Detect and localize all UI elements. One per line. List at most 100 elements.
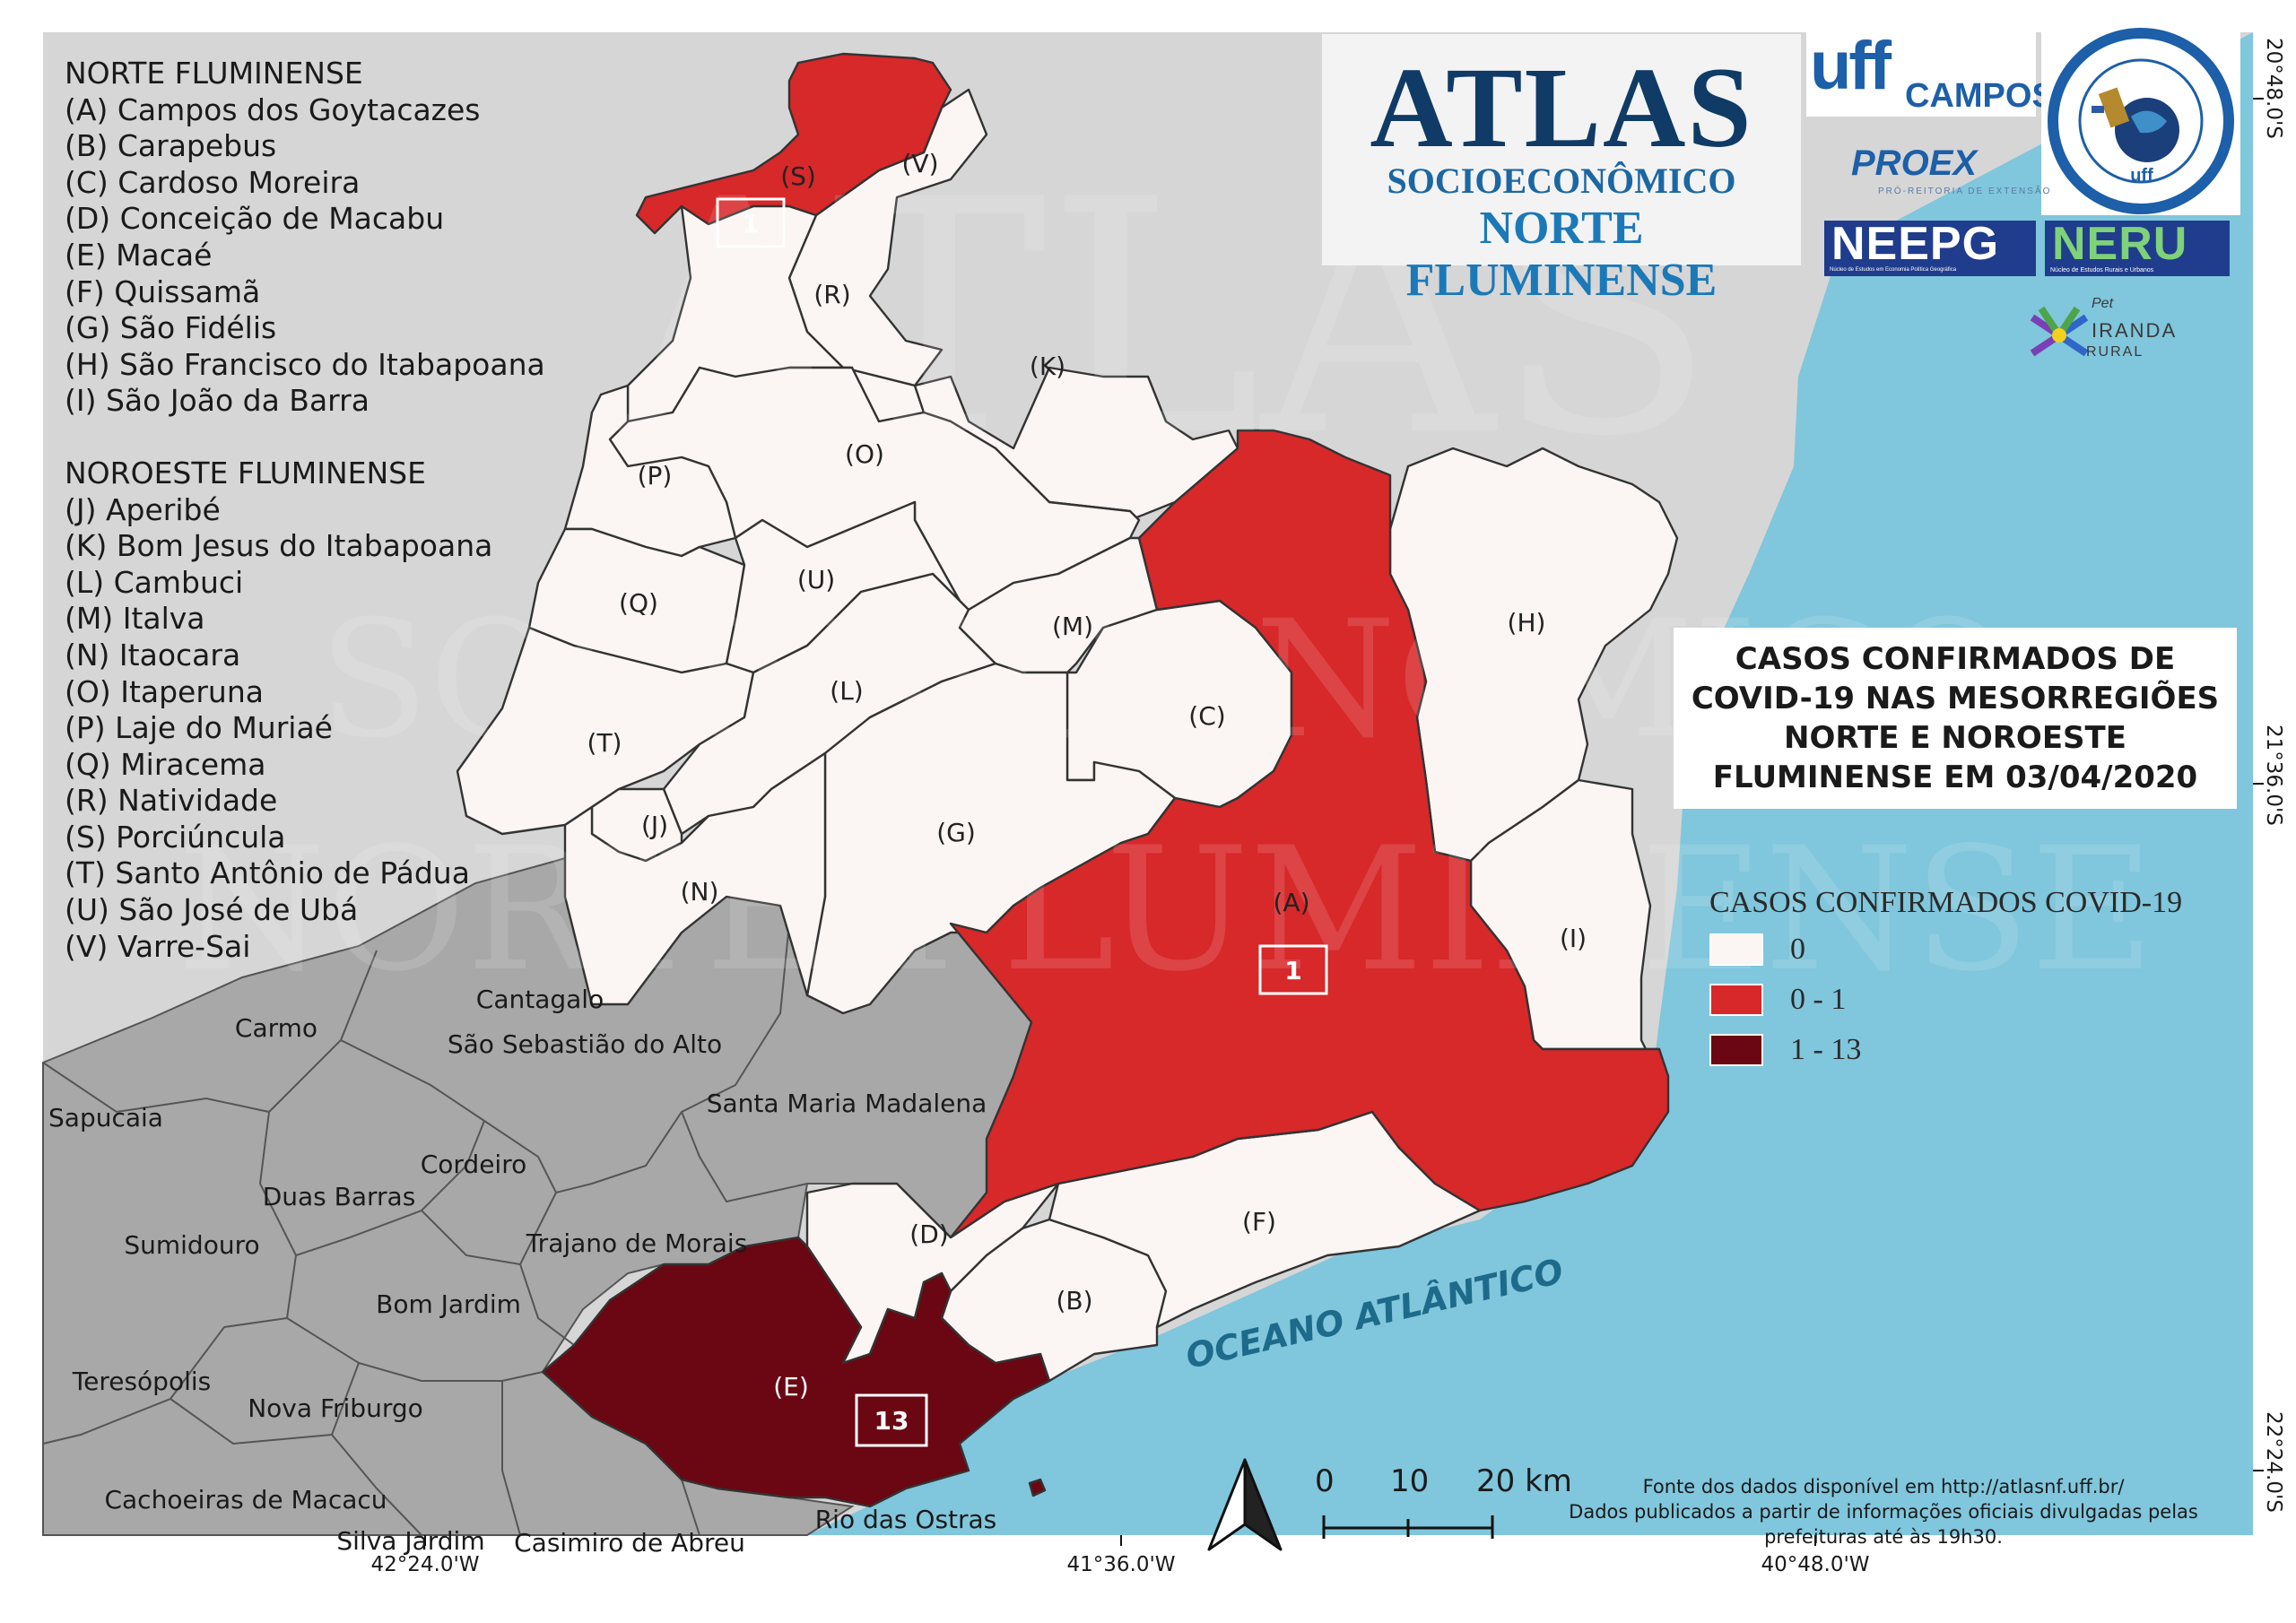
list-item: (Q) Miracema (65, 746, 266, 782)
neighbor-teresopolis: Teresópolis (72, 1367, 211, 1396)
label-E: (E) (773, 1372, 809, 1402)
proex-logo: PROEX PRÓ-REITORIA DE EXTENSÃO (1824, 136, 2049, 199)
label-V: (V) (901, 149, 938, 178)
neighbor-cantagalo: Cantagalo (476, 985, 604, 1014)
legend-label-2: 1 - 13 (1790, 1033, 1862, 1066)
neighbor-casimiro: Casimiro de Abreu (514, 1528, 745, 1558)
municipality-S (635, 52, 952, 235)
proex-subtitle: PRÓ-REITORIA DE EXTENSÃO (1878, 187, 2052, 196)
label-H: (H) (1508, 608, 1546, 638)
neepg-subtitle: Núcleo de Estudos em Economia Política G… (1830, 267, 1957, 273)
label-F: (F) (1242, 1207, 1276, 1237)
coord-right-1: 20°48.0'S (2262, 38, 2285, 139)
neighbor-cordeiro: Cordeiro (421, 1150, 527, 1179)
pet-ciranda-logo: Pet IRANDA RURAL (2023, 294, 2230, 373)
list-item: (E) Macaé (65, 237, 213, 273)
label-U: (U) (797, 565, 835, 595)
list-item: (B) Carapebus (65, 128, 277, 164)
neighbor-nova-friburgo: Nova Friburgo (248, 1393, 423, 1423)
list-item: (O) Itaperuna (65, 673, 264, 709)
coordinate-ticks (424, 98, 2264, 1546)
coord-bottom-2: 41°36.0'W (1066, 1553, 1176, 1576)
lageot-logo: uff LABORATÓRIO DE GEOTECNOLOGIAS - LAGE… (2041, 27, 2240, 215)
municipality-T (456, 626, 755, 836)
label-A: (A) (1273, 888, 1309, 917)
neighbor-carmo: Carmo (235, 1013, 317, 1043)
atlas-title: ATLAS (1370, 44, 1753, 171)
label-L: (L) (830, 676, 863, 706)
list-item: (M) Italva (65, 601, 205, 637)
legend-title: CASOS CONFIRMADOS COVID-19 (1709, 886, 2183, 919)
legend-label-0: 0 (1790, 933, 1805, 966)
coord-right-3: 22°24.0'S (2262, 1411, 2285, 1513)
map-title-box: CASOS CONFIRMADOS DE COVID-19 NAS MESORR… (1674, 628, 2237, 809)
legend-swatch-2 (1709, 1034, 1763, 1066)
neighbor-sao-sebastiao: São Sebastião do Alto (448, 1029, 722, 1059)
list-item: (J) Aperibé (65, 491, 221, 527)
noroeste-heading: NOROESTE FLUMINENSE (65, 455, 426, 490)
neepg-logo: NEEPG Núcleo de Estudos em Economia Polí… (1824, 218, 2036, 276)
lageot-uff: uff (2130, 166, 2153, 186)
neighbor-rio-das-ostras: Rio das Ostras (815, 1505, 997, 1534)
north-arrow-icon (1207, 1458, 1283, 1551)
ciranda-emblem-icon (2030, 306, 2089, 357)
label-R: (R) (813, 280, 850, 309)
watermark-line-3: NORTE FLUMINENSE (178, 811, 2155, 1009)
case-count-boxes: 1 1 13 (716, 197, 1328, 1447)
scale-bar (1322, 1515, 1494, 1539)
label-M: (M) (1052, 612, 1093, 641)
source-line-1: Fonte dos dados disponível em http://atl… (1642, 1476, 2125, 1497)
class-0-1-municipalities (635, 52, 1670, 1239)
label-J: (J) (641, 811, 668, 840)
list-item: (K) Bom Jesus do Itabapoana (65, 528, 493, 564)
neighbor-sapucaia: Sapucaia (48, 1103, 163, 1133)
case-count-E: 13 (874, 1406, 909, 1436)
label-D: (D) (909, 1219, 948, 1249)
label-K: (K) (1030, 352, 1065, 381)
neighbor-borders (42, 923, 808, 1536)
neighbor-duas-barras: Duas Barras (263, 1182, 416, 1211)
legend-label-1: 0 - 1 (1790, 983, 1847, 1016)
neighbor-labels: Carmo Cantagalo São Sebastião do Alto Sa… (48, 985, 996, 1558)
legend-swatch-1 (1709, 984, 1763, 1016)
list-item: (I) São João da Barra (65, 383, 370, 419)
class-0-municipalities (456, 88, 1679, 1383)
label-P: (P) (638, 461, 673, 490)
legend-row-1: 0 - 1 (1709, 983, 1846, 1017)
scale-label-10: 10 (1390, 1463, 1430, 1499)
rural-label: RURAL (2086, 344, 2144, 360)
neighbor-bom-jardim: Bom Jardim (376, 1289, 521, 1319)
neru-wordmark: NERU (2052, 218, 2188, 270)
list-item: (U) São José de Ubá (65, 892, 359, 928)
case-count-A: 1 (1284, 956, 1301, 985)
list-item: (A) Campos dos Goytacazes (65, 91, 481, 127)
municipality-labels: (A) (B) (C) (D) (E) (F) (G) (H) (I) (J) … (587, 149, 1587, 1402)
neepg-wordmark: NEEPG (1831, 218, 2000, 270)
list-item: (S) Porciúncula (65, 819, 286, 855)
legend-row-2: 1 - 13 (1709, 1033, 1861, 1067)
norte-heading: NORTE FLUMINENSE (65, 56, 363, 91)
legend-swatch-0 (1709, 933, 1763, 966)
label-C: (C) (1188, 701, 1225, 731)
class-1-13-municipalities (541, 1236, 1051, 1508)
neighbor-cachoeiras: Cachoeiras de Macacu (104, 1485, 387, 1515)
list-item: (F) Quissamã (65, 273, 261, 309)
label-Q: (Q) (619, 588, 658, 618)
municipality-A (949, 429, 1670, 1239)
neighbor-trajano: Trajano de Morais (526, 1228, 748, 1258)
source-note: Fonte dos dados disponível em http://atl… (1561, 1474, 2206, 1549)
municipality-list: NORTE FLUMINENSE (A) Campos dos Goytacaz… (65, 56, 545, 965)
municipality-E (541, 1236, 1051, 1508)
uff-wordmark: uff (1810, 28, 1892, 104)
neru-subtitle: Núcleo de Estudos Rurais e Urbanos (2050, 267, 2154, 273)
uff-campos-logo: uff CAMPOS (1806, 28, 2055, 117)
scale-label-20km: 20 km (1476, 1463, 1572, 1499)
list-item: (P) Laje do Muriaé (65, 710, 333, 746)
coord-bottom-3: 40°48.0'W (1761, 1553, 1870, 1576)
neighbor-silva-jardim: Silva Jardim (336, 1526, 484, 1556)
list-item: (R) Natividade (65, 783, 278, 819)
list-item: (N) Itaocara (65, 637, 241, 673)
list-item: (V) Varre-Sai (65, 928, 251, 964)
label-N: (N) (681, 877, 719, 907)
label-T: (T) (587, 728, 622, 758)
